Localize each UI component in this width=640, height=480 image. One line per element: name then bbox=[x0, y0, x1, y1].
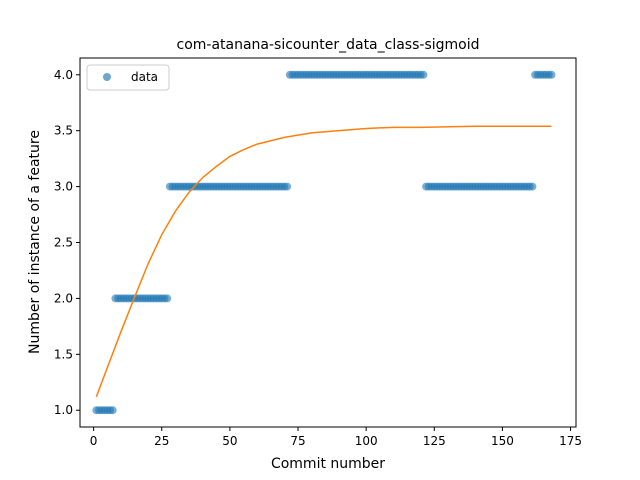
y-tick-label: 2.5 bbox=[54, 236, 73, 250]
legend-box bbox=[86, 64, 170, 91]
x-tick-label: 175 bbox=[559, 434, 582, 448]
legend: data bbox=[86, 64, 170, 91]
x-tick-label: 0 bbox=[90, 434, 98, 448]
x-tick-label: 50 bbox=[222, 434, 237, 448]
x-tick-label: 25 bbox=[154, 434, 169, 448]
data-point bbox=[547, 70, 556, 79]
data-point bbox=[283, 182, 292, 191]
y-tick-label: 1.5 bbox=[54, 347, 73, 361]
chart-title: com-atanana-sicounter_data_class-sigmoid bbox=[177, 37, 480, 53]
legend-marker-data bbox=[103, 73, 111, 81]
x-tick-label: 100 bbox=[355, 434, 378, 448]
x-tick-label: 150 bbox=[491, 434, 514, 448]
legend-label-data: data bbox=[131, 70, 158, 84]
data-point bbox=[108, 406, 117, 415]
y-axis: 1.0 1.5 2.0 2.5 3.0 3.5 4.0 bbox=[54, 68, 80, 417]
y-tick-label: 3.5 bbox=[54, 124, 73, 138]
y-tick-label: 3.0 bbox=[54, 180, 73, 194]
x-tick-label: 75 bbox=[290, 434, 305, 448]
data-point bbox=[163, 294, 172, 303]
y-tick-label: 4.0 bbox=[54, 68, 73, 82]
x-axis: 0 25 50 75 100 125 150 175 bbox=[90, 427, 582, 448]
x-axis-label: Commit number bbox=[271, 456, 385, 472]
y-axis-label: Number of instance of a feature bbox=[27, 130, 43, 354]
y-tick-label: 1.0 bbox=[54, 403, 73, 417]
plot-area bbox=[92, 70, 556, 415]
data-point bbox=[419, 70, 428, 79]
data-point bbox=[528, 182, 537, 191]
y-tick-label: 2.0 bbox=[54, 291, 73, 305]
fit-line bbox=[95, 125, 552, 398]
x-tick-label: 125 bbox=[423, 434, 446, 448]
